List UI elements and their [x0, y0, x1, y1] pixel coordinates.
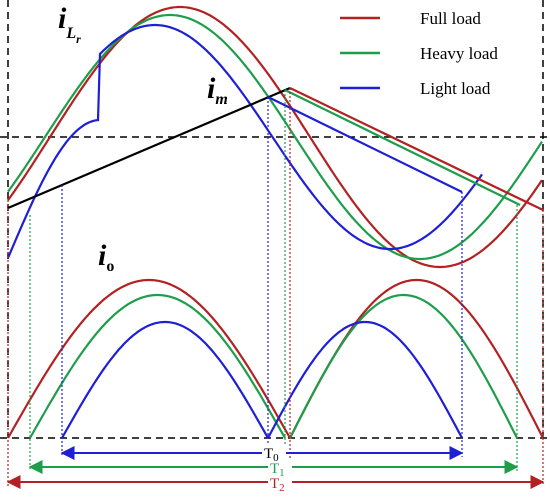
output-label: io	[98, 239, 114, 275]
legend-label: Light load	[420, 79, 491, 98]
period-label: T1	[270, 461, 285, 479]
legend-label: Heavy load	[420, 44, 498, 63]
label-bg	[262, 444, 286, 462]
label-bg	[268, 459, 292, 477]
curves	[6, 5, 544, 486]
label-bg	[268, 474, 292, 492]
resonant-current	[6, 23, 483, 259]
resonant-label: iLr	[58, 2, 81, 46]
output-current	[289, 293, 518, 439]
period-label: T0	[264, 446, 279, 464]
resonant-current	[7, 13, 543, 261]
period-label: T2	[270, 476, 285, 494]
legend-label: Full load	[420, 9, 481, 28]
output-current	[29, 293, 286, 439]
output-current	[7, 278, 291, 439]
resonant-current	[7, 5, 543, 269]
legend: Full load Heavy load Light load	[340, 9, 498, 98]
magnetizing-current	[7, 86, 291, 210]
output-current	[267, 320, 463, 439]
magnetizing-current	[284, 89, 521, 206]
magnetizing-current	[289, 87, 544, 211]
magnetizing-current	[267, 96, 463, 193]
output-current	[61, 320, 269, 439]
magnetizing-label: im	[207, 72, 228, 108]
